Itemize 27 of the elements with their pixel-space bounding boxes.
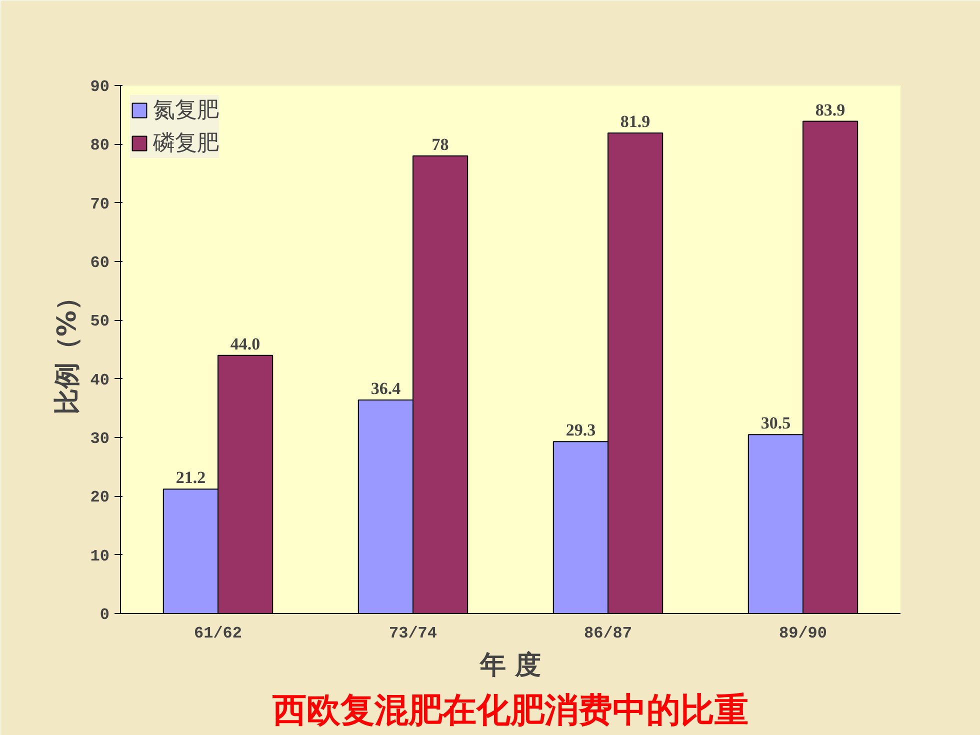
data-label: 30.5 <box>760 414 791 433</box>
y-tick-label: 90 <box>90 78 110 96</box>
data-label: 21.2 <box>176 468 206 488</box>
y-tick-label: 10 <box>90 547 110 566</box>
y-tick-label: 60 <box>90 254 110 272</box>
y-tick-label: 70 <box>90 195 110 214</box>
y-tick-label: 20 <box>90 488 110 507</box>
legend-label: 磷复肥 <box>153 130 219 158</box>
y-tick-label: 30 <box>90 430 110 448</box>
text: 西欧复混肥在化肥消费中的比重 <box>272 690 748 730</box>
data-label: 81.9 <box>620 112 650 132</box>
data-label: 44.0 <box>230 334 260 354</box>
y-tick-label: 0 <box>100 606 110 624</box>
y-tick-label: 40 <box>90 371 110 390</box>
x-tick-label: 86/87 <box>584 624 632 642</box>
x-tick-label: 73/74 <box>388 624 438 642</box>
data-label: 78 <box>432 134 449 154</box>
data-label: 83.9 <box>815 100 846 120</box>
data-label: 36.4 <box>370 378 402 398</box>
x-tick-label: 61/62 <box>194 624 242 642</box>
y-tick-label: 80 <box>90 136 110 155</box>
data-label: 29.3 <box>566 420 596 440</box>
x-axis-title: 年 度 <box>478 650 542 680</box>
y-axis-title: 比例（%） <box>52 284 82 415</box>
x-tick-label: 89/90 <box>778 624 828 642</box>
legend-label: 氮复肥 <box>153 97 219 125</box>
y-tick-label: 50 <box>90 312 110 331</box>
